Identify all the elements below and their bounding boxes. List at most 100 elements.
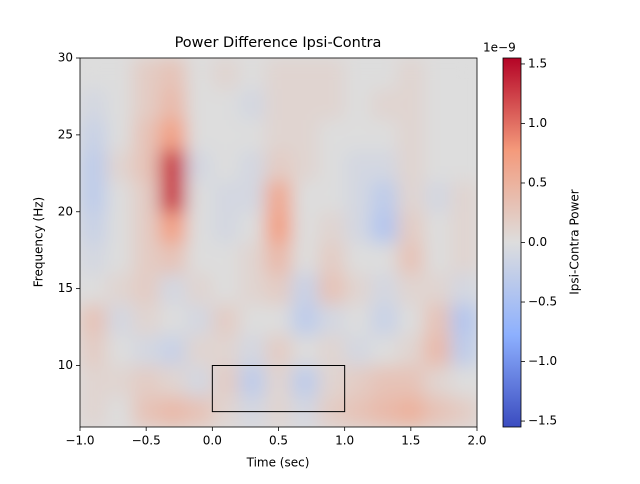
heatmap xyxy=(80,58,477,427)
heat-cell xyxy=(106,119,134,151)
x-tick-label: −1.0 xyxy=(65,434,94,448)
heat-cell xyxy=(132,396,160,427)
heat-cell xyxy=(371,181,399,213)
heat-cell xyxy=(397,242,425,274)
heat-cell xyxy=(265,150,293,182)
x-tick-label: −0.5 xyxy=(132,434,161,448)
heat-cell xyxy=(238,365,266,397)
heat-cell xyxy=(106,334,134,366)
heat-cell xyxy=(238,211,266,243)
heat-cell xyxy=(238,242,266,274)
heat-cell xyxy=(397,273,425,305)
heat-cell xyxy=(80,304,107,336)
heat-cell xyxy=(212,334,240,366)
heat-cell xyxy=(238,334,266,366)
heat-cell xyxy=(132,273,160,305)
heat-cell xyxy=(265,273,293,305)
heat-cell xyxy=(344,304,372,336)
chart-title: Power Difference Ipsi-Contra xyxy=(175,35,382,51)
heat-cell xyxy=(265,211,293,243)
heat-cell xyxy=(318,181,346,213)
heat-cell xyxy=(371,334,399,366)
x-tick-label: 2.0 xyxy=(467,434,486,448)
heat-cell xyxy=(132,58,160,90)
heat-cell xyxy=(132,119,160,151)
heat-cell xyxy=(318,334,346,366)
heat-cell xyxy=(291,88,319,120)
heat-cell xyxy=(424,211,452,243)
heat-cell xyxy=(185,58,213,90)
heat-cell xyxy=(185,334,213,366)
heat-cell xyxy=(344,396,372,427)
heat-cell xyxy=(238,150,266,182)
heat-cell xyxy=(159,334,187,366)
heat-cell xyxy=(291,304,319,336)
heat-cell xyxy=(344,242,372,274)
colorbar-tick-label: 0.5 xyxy=(528,175,547,189)
heat-cell xyxy=(371,58,399,90)
heat-cell xyxy=(450,88,477,120)
y-tick-label: 15 xyxy=(58,281,73,295)
heat-cell xyxy=(344,273,372,305)
heat-cell xyxy=(185,150,213,182)
heat-cell xyxy=(424,242,452,274)
heat-cell xyxy=(424,58,452,90)
heat-cell xyxy=(450,58,477,90)
heat-cell xyxy=(318,150,346,182)
heat-cell xyxy=(212,242,240,274)
heat-cell xyxy=(80,150,107,182)
heat-cell xyxy=(397,181,425,213)
heat-cell xyxy=(371,396,399,427)
heat-cell xyxy=(424,181,452,213)
heat-cell xyxy=(450,396,477,427)
x-tick-label: 1.5 xyxy=(401,434,420,448)
x-tick-label: 0.0 xyxy=(203,434,222,448)
heat-cell xyxy=(132,365,160,397)
heat-cell xyxy=(397,150,425,182)
heat-cell xyxy=(106,304,134,336)
heat-cell xyxy=(318,58,346,90)
colorbar-tick-label: 0.0 xyxy=(528,235,547,249)
heat-cell xyxy=(212,365,240,397)
heat-cell xyxy=(185,242,213,274)
y-tick-label: 25 xyxy=(58,127,73,141)
heat-cell xyxy=(80,273,107,305)
heat-cell xyxy=(159,211,187,243)
y-tick-label: 30 xyxy=(58,51,73,65)
heat-cell xyxy=(291,273,319,305)
heat-cell xyxy=(106,396,134,427)
heat-cell xyxy=(371,242,399,274)
y-axis-label: Frequency (Hz) xyxy=(32,197,46,288)
heat-cell xyxy=(185,119,213,151)
heat-cell xyxy=(371,211,399,243)
heat-cell xyxy=(291,119,319,151)
heat-cell xyxy=(106,88,134,120)
heat-cell xyxy=(212,58,240,90)
heat-cell xyxy=(80,211,107,243)
heat-cell xyxy=(238,304,266,336)
heat-cell xyxy=(106,365,134,397)
heat-cell xyxy=(106,273,134,305)
heat-cell xyxy=(424,119,452,151)
heat-cell xyxy=(159,273,187,305)
heat-cell xyxy=(450,304,477,336)
colorbar-tick-label: −1.0 xyxy=(528,354,557,368)
heat-cell xyxy=(424,273,452,305)
heat-cell xyxy=(106,211,134,243)
heat-cell xyxy=(185,181,213,213)
heat-cell xyxy=(344,365,372,397)
heat-cell xyxy=(159,396,187,427)
heat-cell xyxy=(291,334,319,366)
heat-cell xyxy=(132,88,160,120)
heat-cell xyxy=(397,88,425,120)
heat-cell xyxy=(424,396,452,427)
heat-cell xyxy=(318,304,346,336)
x-axis-label: Time (sec) xyxy=(246,456,310,470)
heat-cell xyxy=(265,181,293,213)
heat-cell xyxy=(238,273,266,305)
heat-cell xyxy=(80,365,107,397)
heat-cell xyxy=(159,242,187,274)
heat-cell xyxy=(450,273,477,305)
heat-cell xyxy=(265,88,293,120)
